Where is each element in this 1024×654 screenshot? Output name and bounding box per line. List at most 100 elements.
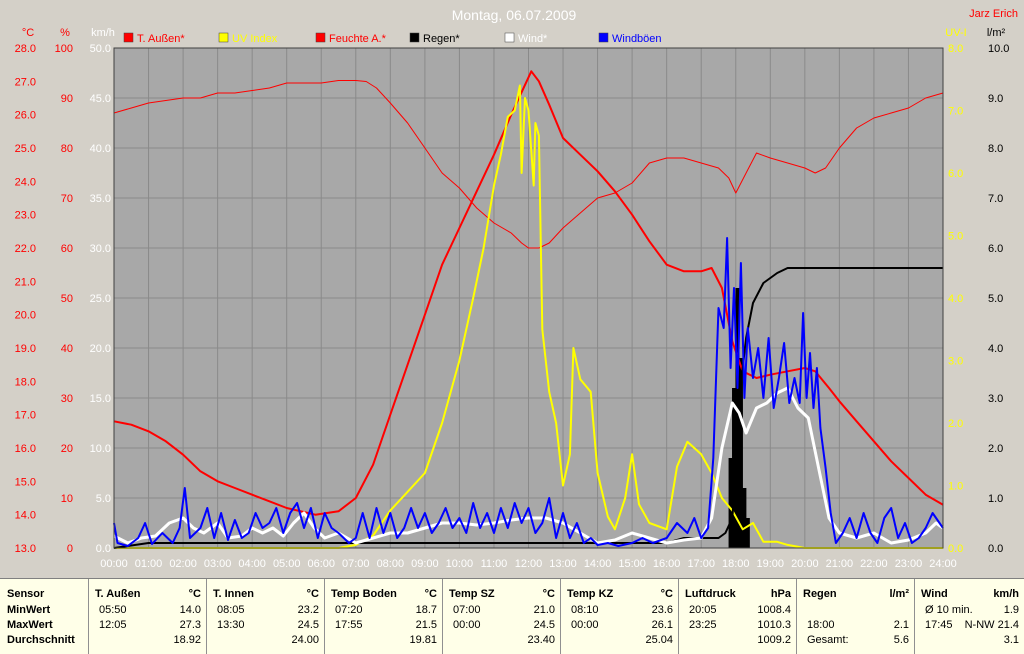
stats-value: 1008.4: [757, 604, 791, 616]
tick-label-humidity: 50: [61, 293, 73, 305]
stats-section-unit: °C: [424, 588, 437, 600]
stats-time: 07:00: [453, 604, 481, 616]
tick-label-temp: 23.0: [15, 210, 36, 222]
maxwert-label: MaxWert: [7, 619, 53, 631]
stats-value: 1.9: [1003, 604, 1019, 616]
x-tick-label: 06:00: [307, 558, 335, 570]
tick-label-humidity: 60: [61, 243, 73, 255]
stats-value: 2.1: [893, 619, 909, 631]
tick-label-uv: 4.0: [948, 293, 963, 305]
x-tick-label: 13:00: [549, 558, 577, 570]
stats-time: [99, 633, 127, 648]
stats-value: 23.40: [527, 634, 555, 646]
series-uv: [114, 84, 943, 549]
legend-item: Regen*: [409, 32, 460, 45]
legend-item: Feuchte A.*: [315, 32, 387, 45]
rain-bar: [745, 518, 750, 548]
x-tick-label: 16:00: [653, 558, 681, 570]
stats-section-unit: km/h: [993, 588, 1019, 600]
stats-time: [807, 603, 849, 618]
stats-time: 12:05: [99, 619, 127, 631]
x-tick-label: 21:00: [826, 558, 854, 570]
x-tick-label: 17:00: [687, 558, 715, 570]
tick-label-rain: 7.0: [988, 193, 1003, 205]
stats-section: Wind km/h Ø 10 min. 17:45 1.9 N-NW 21.4 3.1: [914, 579, 1024, 654]
tick-label-wind: 15.0: [90, 393, 111, 405]
stats-panel: Sensor MinWert MaxWert Durchschnitt T. A…: [0, 578, 1024, 654]
stats-section-unit: °C: [542, 588, 555, 600]
stats-section: Temp SZ °C 07:00 00:00 21.0 24.5 23.40: [442, 579, 561, 654]
tick-label-humidity: 20: [61, 443, 73, 455]
tick-label-temp: 14.0: [15, 510, 36, 522]
tick-label-uv: 2.0: [948, 418, 963, 430]
stats-section: T. Außen °C 05:50 12:05 14.0 27.3 18.92: [88, 579, 207, 654]
stats-section: Regen l/m² 18:00 Gesamt: 2.1 5.6: [796, 579, 915, 654]
stats-section-title: Wind: [921, 588, 948, 600]
stats-value: 21.0: [533, 604, 555, 616]
legend-label: Wind*: [518, 33, 548, 45]
tick-label-humidity: 40: [61, 343, 73, 355]
legend-item: T. Außen*: [123, 32, 185, 45]
legend-item: UV Index: [218, 32, 278, 45]
legend: T. Außen* UV Index Feuchte A.* Regen* Wind* W…: [123, 32, 662, 45]
legend-item: Wind*: [504, 32, 548, 45]
tick-label-uv: 0.0: [948, 543, 963, 555]
plot-border: [113, 47, 944, 549]
x-tick-label: 24:00: [929, 558, 957, 570]
tick-label-humidity: 10: [61, 493, 73, 505]
stats-time: 00:00: [571, 619, 599, 631]
x-tick-label: 23:00: [895, 558, 923, 570]
tick-label-uv: 3.0: [948, 356, 963, 368]
tick-label-wind: 30.0: [90, 243, 111, 255]
author-label: Jarz Erich: [969, 8, 1018, 20]
tick-label-rain: 2.0: [988, 443, 1003, 455]
x-tick-label: 19:00: [757, 558, 785, 570]
stats-time: 08:05: [217, 604, 245, 616]
tick-label-rain: 10.0: [988, 43, 1009, 55]
stats-section: Luftdruck hPa 20:05 23:25 1008.4 1010.3 1009.2: [678, 579, 797, 654]
stats-value: 24.5: [297, 619, 319, 631]
stats-value: 14.0: [179, 604, 201, 616]
tick-label-humidity: 0: [67, 543, 73, 555]
tick-label-wind: 50.0: [90, 43, 111, 55]
tick-label-wind: 25.0: [90, 293, 111, 305]
tick-label-wind: 10.0: [90, 443, 111, 455]
stats-time: [571, 633, 599, 648]
legend-label: T. Außen*: [137, 33, 185, 45]
x-tick-label: 07:00: [342, 558, 370, 570]
tick-label-temp: 16.0: [15, 443, 36, 455]
x-tick-label: 05:00: [273, 558, 301, 570]
stats-value: 3.1: [1003, 634, 1019, 646]
x-tick-label: 20:00: [791, 558, 819, 570]
stats-section-title: Temp Boden: [331, 588, 397, 600]
tick-label-rain: 5.0: [988, 293, 1003, 305]
tick-label-temp: 13.0: [15, 543, 36, 555]
series-humidity: [113, 80, 944, 249]
legend-swatch: [315, 32, 326, 43]
stats-section-title: T. Außen: [95, 588, 141, 600]
tick-label-wind: 45.0: [90, 93, 111, 105]
legend-label: Windböen: [612, 33, 662, 45]
tick-label-temp: 22.0: [15, 243, 36, 255]
axis-label-rain: l/m²: [987, 27, 1006, 39]
tick-label-humidity: 30: [61, 393, 73, 405]
axis-label-uv: UV-I: [945, 27, 966, 39]
stats-value: 27.3: [179, 619, 201, 631]
stats-value: 23.2: [297, 604, 319, 616]
tick-label-temp: 28.0: [15, 43, 36, 55]
x-tick-label: 01:00: [135, 558, 163, 570]
stats-value: N-NW 21.4: [964, 619, 1019, 631]
stats-time: 18:00: [807, 619, 835, 631]
legend-item: Windböen: [598, 32, 662, 45]
x-tick-label: 15:00: [618, 558, 646, 570]
x-tick-label: 02:00: [169, 558, 197, 570]
axis-label-humidity: %: [60, 27, 70, 39]
x-tick-label: 11:00: [481, 558, 508, 570]
stats-time: [217, 633, 245, 648]
stats-time: Gesamt:: [807, 634, 849, 646]
stats-section-title: Luftdruck: [685, 588, 736, 600]
tick-label-rain: 8.0: [988, 143, 1003, 155]
tick-label-rain: 9.0: [988, 93, 1003, 105]
tick-label-rain: 6.0: [988, 243, 1003, 255]
stats-section-title: T. Innen: [213, 588, 254, 600]
